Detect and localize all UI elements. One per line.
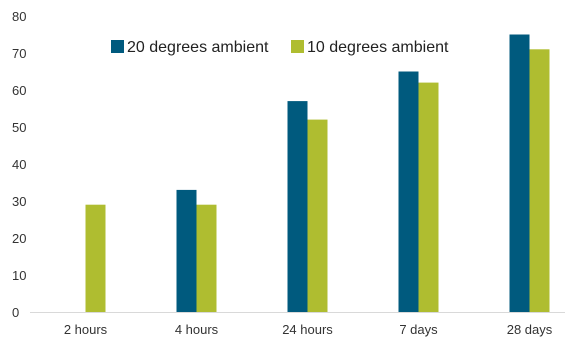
y-tick-label: 40 (12, 157, 26, 172)
bar-series-2-3 (418, 82, 439, 312)
y-tick-label: 10 (12, 268, 26, 283)
bar-series-2-2 (307, 119, 328, 312)
bar-series-1-3 (398, 71, 419, 312)
bar-series-2-1 (196, 204, 217, 312)
x-tick-label: 2 hours (64, 322, 108, 337)
legend-label: 20 degrees ambient (127, 39, 269, 56)
x-tick-label: 24 hours (282, 322, 333, 337)
bars-group (85, 34, 550, 313)
bar-series-1-1 (176, 189, 197, 312)
legend: 20 degrees ambient 10 degrees ambient (111, 39, 449, 56)
x-tick-label: 28 days (507, 322, 553, 337)
bar-series-2-4 (529, 49, 550, 313)
legend-swatch (111, 40, 124, 53)
y-tick-label: 20 (12, 231, 26, 246)
y-axis: 0 10 20 30 40 50 60 70 80 (12, 9, 26, 320)
legend-swatch (291, 40, 304, 53)
bar-series-1-2 (287, 101, 308, 312)
y-tick-label: 30 (12, 194, 26, 209)
bar-series-1-4 (509, 34, 530, 312)
x-tick-label: 7 days (399, 322, 438, 337)
y-tick-label: 50 (12, 120, 26, 135)
y-tick-label: 70 (12, 46, 26, 61)
legend-label: 10 degrees ambient (307, 39, 449, 56)
x-axis: 2 hours 4 hours 24 hours 7 days 28 days (30, 312, 565, 337)
bar-series-2-0 (85, 204, 106, 312)
y-tick-label: 60 (12, 83, 26, 98)
x-tick-label: 4 hours (175, 322, 219, 337)
y-tick-label: 80 (12, 9, 26, 24)
y-tick-label: 0 (12, 305, 19, 320)
